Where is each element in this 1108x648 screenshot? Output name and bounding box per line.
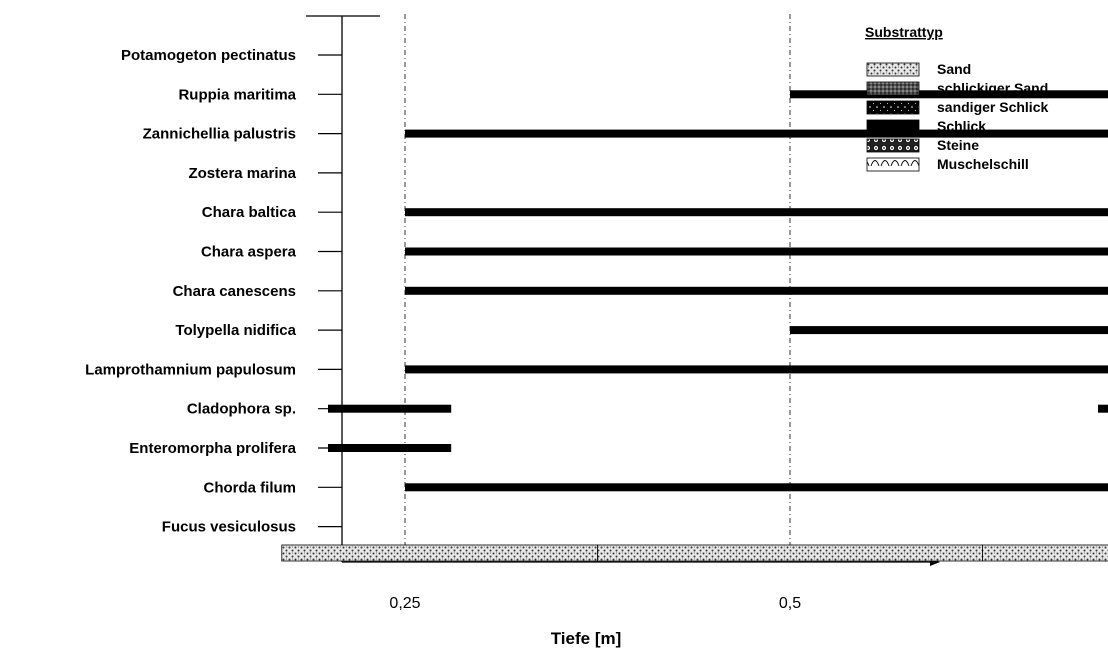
range-bar [405,365,1108,374]
legend-title: Substrattyp [865,24,943,40]
species-label: Chara baltica [202,204,297,221]
x-tick-label: 0,5 [779,595,801,612]
legend-swatch [866,119,920,134]
legend-swatch [866,81,920,96]
range-bar [790,326,1108,335]
species-label: Chorda filum [204,479,297,496]
substrate-segment [281,544,598,562]
species-label: Zannichellia palustris [143,126,296,143]
range-bar [405,129,1108,138]
x-axis-title: Tiefe [m] [551,629,622,648]
legend-swatch [866,157,920,172]
legend-swatch [866,100,920,115]
species-label: Fucus vesiculosus [162,519,296,536]
range-bar [405,247,1108,256]
substrate-segment [982,544,1108,562]
species-label: Chara canescens [173,283,296,300]
x-tick-label: 0,25 [389,595,420,612]
range-bar [405,286,1108,295]
species-label: Zostera marina [188,165,296,182]
range-bar [405,483,1108,492]
range-bar [1098,404,1108,413]
species-label: Tolypella nidifica [175,322,296,339]
legend-swatch [866,138,920,153]
legend-label: Sand [937,61,971,77]
legend-label: schlickiger Sand [937,80,1048,96]
range-bar [790,90,1108,99]
legend-label: Schlick [937,118,986,134]
range-bar [328,404,452,413]
range-bar [328,444,452,452]
legend-swatch [866,62,920,77]
species-label: Ruppia maritima [178,86,296,103]
species-label: Enteromorpha prolifera [129,440,296,457]
substrate-segment [597,544,983,562]
range-bar [405,208,1108,217]
species-label: Potamogeton pectinatus [121,47,296,64]
legend-label: Steine [937,137,979,153]
species-label: Chara aspera [201,244,297,261]
species-label: Cladophora sp. [187,401,296,418]
species-label: Lamprothamnium papulosum [85,361,296,378]
legend: Substrattyp Sand schlickiger Sand sandiger… [865,24,1048,172]
legend-label: sandiger Schlick [937,99,1048,115]
legend-label: Muschelschill [937,156,1029,172]
